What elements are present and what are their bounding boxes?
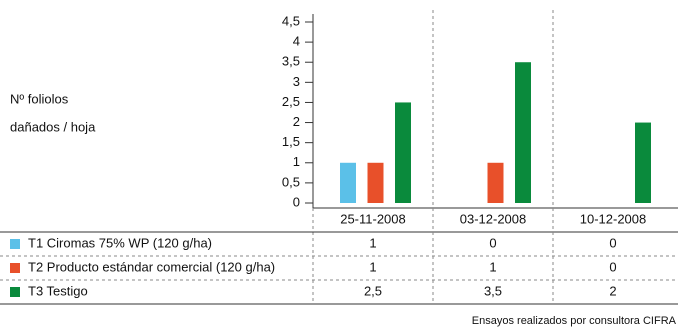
- table-value: 3,5: [484, 283, 502, 298]
- table-value: 2,5: [364, 283, 382, 298]
- source-note: Ensayos realizados por consultora CIFRA: [472, 315, 677, 327]
- table-value: 0: [609, 235, 616, 250]
- legend-label: T2 Producto estándar comercial (120 g/ha…: [28, 259, 275, 274]
- x-tick-label: 25-11-2008: [340, 211, 406, 226]
- legend-swatch: [10, 239, 20, 249]
- table-value: 0: [609, 259, 616, 274]
- y-axis-label: dañados / hoja: [10, 119, 96, 134]
- x-tick-label: 03-12-2008: [460, 211, 527, 226]
- y-tick-label: 4,5: [282, 13, 300, 28]
- y-axis-label: Nº foliolos: [10, 91, 69, 106]
- y-tick-label: 2,5: [282, 94, 300, 109]
- legend-label: T1 Ciromas 75% WP (120 g/ha): [28, 235, 212, 250]
- table-value: 0: [489, 235, 496, 250]
- legend-swatch: [10, 287, 20, 297]
- table-value: 2: [609, 283, 616, 298]
- legend-label: T3 Testigo: [28, 283, 88, 298]
- x-tick-label: 10-12-2008: [580, 211, 647, 226]
- bar: [487, 162, 504, 203]
- y-tick-label: 0: [293, 194, 300, 209]
- bar: [340, 162, 356, 203]
- y-tick-label: 1: [293, 154, 300, 169]
- table-value: 1: [369, 235, 376, 250]
- legend-swatch: [10, 263, 20, 273]
- table-value: 1: [489, 259, 496, 274]
- bar: [635, 122, 651, 203]
- y-tick-label: 3: [293, 74, 300, 89]
- y-tick-label: 1,5: [282, 134, 300, 149]
- y-tick-label: 2: [293, 114, 300, 129]
- y-tick-label: 4: [293, 34, 300, 49]
- bar: [395, 102, 411, 203]
- bar: [515, 62, 531, 203]
- y-tick-label: 3,5: [282, 54, 300, 69]
- bar: [367, 162, 384, 203]
- y-tick-label: 0,5: [282, 174, 300, 189]
- table-value: 1: [369, 259, 376, 274]
